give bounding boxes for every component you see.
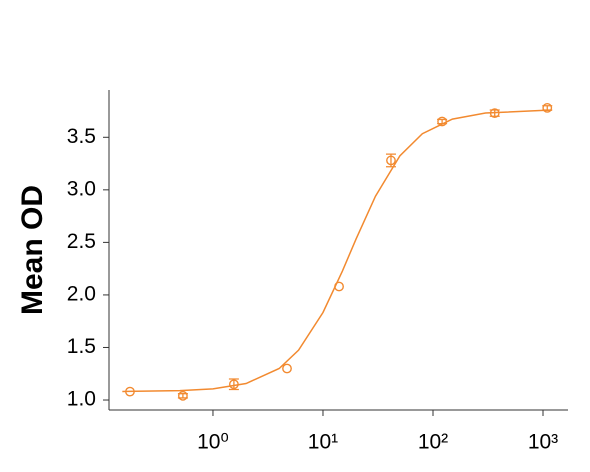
x-tick-label: 10⁰ bbox=[197, 431, 229, 454]
data-point bbox=[386, 155, 396, 166]
data-point bbox=[542, 102, 553, 113]
data-point bbox=[178, 390, 188, 401]
y-axis-title: Mean OD bbox=[16, 185, 49, 315]
y-tick-label: 1.5 bbox=[67, 335, 96, 358]
data-point bbox=[125, 386, 135, 397]
data-point bbox=[282, 363, 292, 374]
fit-line bbox=[122, 109, 552, 393]
y-tick-label: 1.0 bbox=[67, 388, 96, 411]
y-tick-label: 3.5 bbox=[67, 125, 96, 148]
x-tick-label: 10² bbox=[418, 431, 448, 454]
data-point bbox=[229, 379, 239, 390]
data-point bbox=[437, 116, 448, 127]
y-tick-label: 2.0 bbox=[67, 282, 96, 305]
x-tick-label: 10³ bbox=[528, 431, 558, 454]
data-point bbox=[334, 281, 344, 292]
data-point bbox=[489, 108, 500, 119]
y-tick-label: 2.5 bbox=[67, 230, 96, 253]
y-tick-label: 3.0 bbox=[67, 177, 96, 200]
x-tick-label: 10¹ bbox=[308, 431, 338, 454]
